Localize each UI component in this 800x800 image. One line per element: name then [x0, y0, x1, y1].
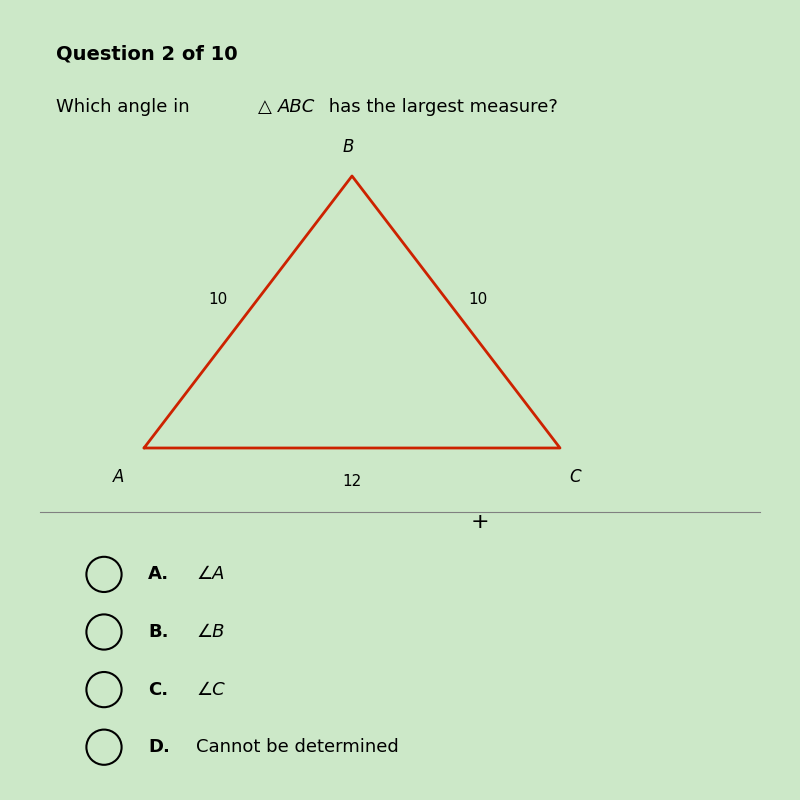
Text: Which angle in: Which angle in: [56, 98, 195, 115]
Text: B: B: [342, 138, 354, 156]
Text: 12: 12: [342, 474, 362, 489]
Text: A.: A.: [148, 566, 169, 583]
Text: 10: 10: [208, 293, 227, 307]
Text: D.: D.: [148, 738, 170, 756]
Text: B.: B.: [148, 623, 169, 641]
Text: +: +: [470, 512, 490, 532]
Text: Cannot be determined: Cannot be determined: [196, 738, 398, 756]
Text: 10: 10: [469, 293, 488, 307]
Text: A: A: [113, 468, 124, 486]
Text: ∠C: ∠C: [196, 681, 225, 698]
Text: △: △: [258, 98, 271, 115]
Text: Question 2 of 10: Question 2 of 10: [56, 44, 238, 63]
Text: ∠A: ∠A: [196, 566, 225, 583]
Text: C.: C.: [148, 681, 168, 698]
Text: ∠B: ∠B: [196, 623, 225, 641]
Text: C: C: [570, 468, 582, 486]
Text: ABC: ABC: [278, 98, 316, 115]
Text: has the largest measure?: has the largest measure?: [323, 98, 558, 115]
